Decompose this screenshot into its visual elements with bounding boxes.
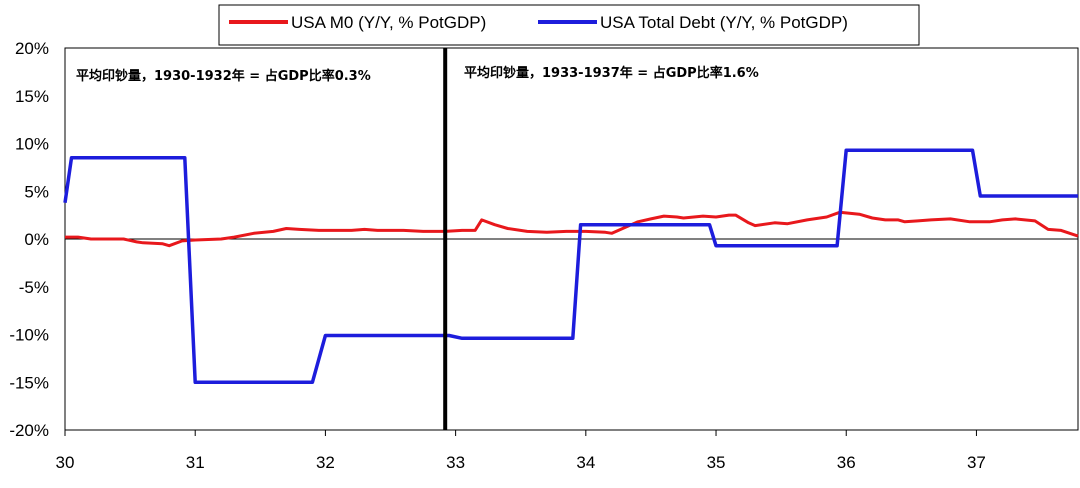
x-tick-label: 35 [707, 453, 726, 472]
x-axis-tick-marks [64, 430, 977, 436]
x-axis-tick-labels: 30 31 32 33 34 35 36 37 [56, 453, 986, 472]
legend: USA M0 (Y/Y, % PotGDP) USA Total Debt (Y… [218, 4, 920, 46]
y-tick-label: -15% [9, 373, 49, 392]
y-tick-label: 5% [24, 182, 49, 201]
x-tick-label: 36 [837, 453, 856, 472]
x-tick-label: 32 [316, 453, 335, 472]
y-tick-label: -10% [9, 326, 49, 345]
annotation-1933-1937: 平均印钞量，1933-1937年 = 占GDP比率1.6% [464, 65, 759, 81]
y-tick-label: 10% [15, 135, 49, 154]
annotation-1930-1932: 平均印钞量，1930-1932年 = 占GDP比率0.3% [76, 68, 371, 84]
legend-label-total-debt: USA Total Debt (Y/Y, % PotGDP) [600, 13, 848, 32]
x-tick-label: 33 [446, 453, 465, 472]
legend-frame [218, 4, 920, 46]
series-line-usa-m0 [65, 210, 1079, 248]
y-axis-tick-labels: 20% 15% 10% 5% 0% -5% -10% -15% -20% [9, 39, 49, 440]
y-tick-label: 0% [24, 230, 49, 249]
series-lines [63, 148, 1079, 385]
x-tick-label: 37 [967, 453, 986, 472]
x-tick-label: 30 [56, 453, 75, 472]
y-tick-label: 20% [15, 39, 49, 58]
y-tick-label: -20% [9, 421, 49, 440]
series-line-usa-total-debt [63, 148, 1078, 385]
x-tick-label: 34 [576, 453, 595, 472]
legend-label-m0: USA M0 (Y/Y, % PotGDP) [291, 13, 486, 32]
y-tick-label: -5% [19, 278, 49, 297]
y-tick-label: 15% [15, 87, 49, 106]
x-tick-label: 31 [186, 453, 205, 472]
